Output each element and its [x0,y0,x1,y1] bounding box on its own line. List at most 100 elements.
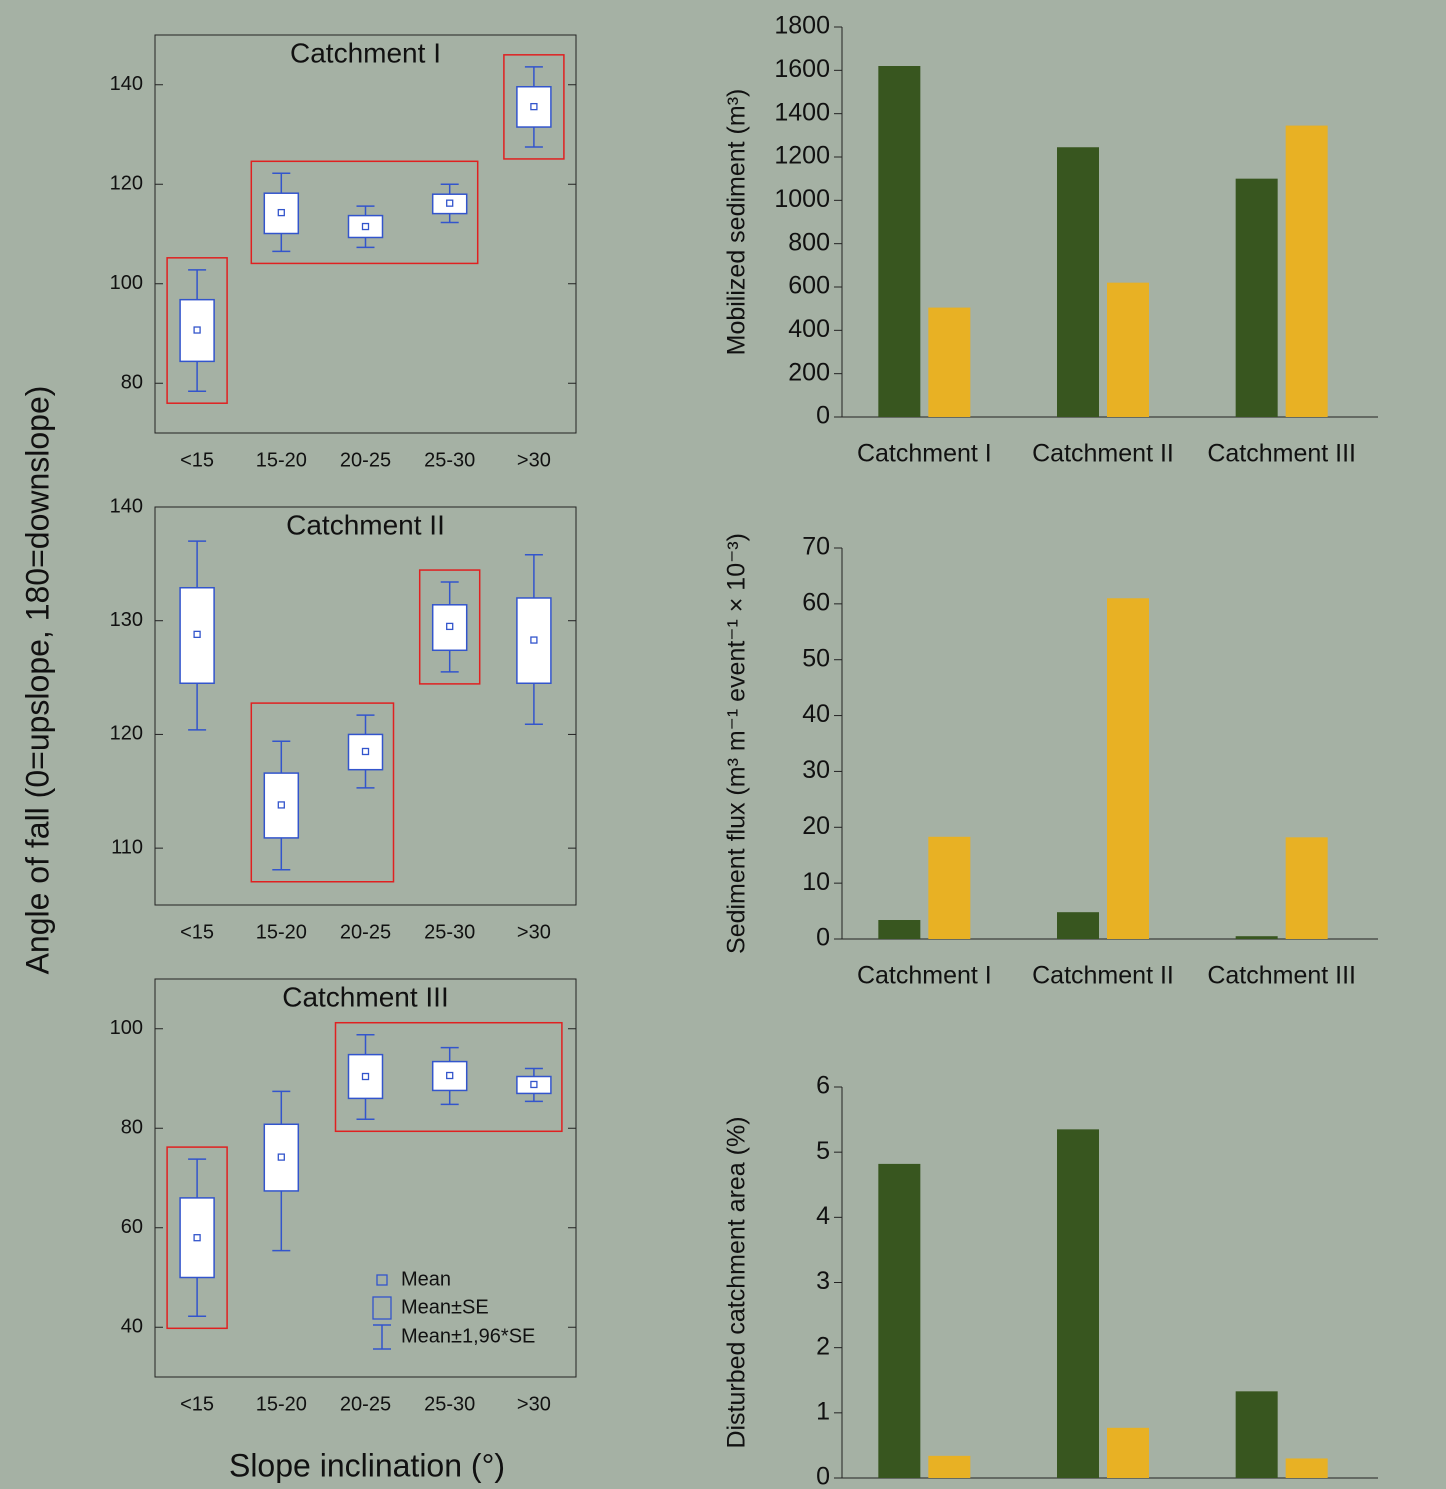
mean-marker [530,102,538,111]
group-highlight [166,257,228,404]
y-tick-label: 100 [110,272,143,294]
y-tick-label: 200 [788,358,830,386]
x-tick-label: 25-30 [424,1393,475,1415]
bar [878,1163,921,1478]
y-axis-label: Mobilized sediment (m³) [723,89,751,356]
y-tick-label: 1000 [774,185,830,213]
bar [1057,147,1099,417]
x-tick-label: >30 [517,1393,551,1415]
y-tick-label: 120 [110,723,143,745]
y-tick-label: 0 [816,402,830,430]
y-tick-label: 1200 [774,142,830,170]
y-tick-label: 800 [788,228,830,256]
bar [1057,912,1099,939]
box [347,1053,384,1100]
y-tick-label: 1400 [774,98,830,126]
y-tick-label: 50 [802,644,830,672]
mean-marker [193,326,201,334]
x-tick-label: Catchment I [857,440,992,468]
legend-se-symbol [372,1296,392,1320]
x-tick-label: 15-20 [256,449,307,471]
y-tick-label: 600 [788,272,830,300]
box [516,597,552,685]
x-tick-label: Catchment I [857,962,992,990]
y-tick-label: 0 [816,924,830,952]
x-tick-label: Catchment III [1207,440,1356,468]
mean-marker [530,636,538,644]
x-tick-label: 25-30 [424,449,475,471]
bar [928,1455,971,1478]
mean-marker [530,1080,538,1089]
chart-title: Catchment II [286,509,445,540]
bar [1285,837,1328,939]
legend-label: Mean [401,1268,451,1290]
y-tick-label: 400 [788,315,830,343]
x-tick-label: 20-25 [340,449,391,471]
bar [1107,1427,1149,1478]
y-tick-label: 1 [816,1397,830,1425]
bar [1235,936,1278,939]
x-tick-label: Catchment II [1032,440,1174,468]
plot-frame [154,978,577,1378]
y-tick-label: 140 [110,495,143,517]
group-highlight [334,1021,563,1133]
x-tick-label: <15 [180,921,214,943]
x-tick-label: Catchment III [1207,962,1356,990]
y-tick-label: 40 [802,700,830,728]
mean-marker [361,747,370,756]
y-tick-label: 4 [816,1202,830,1230]
y-tick-label: 5 [816,1137,830,1165]
y-tick-label: 80 [121,1117,143,1139]
bar [1057,1129,1099,1478]
y-tick-label: 60 [802,588,830,616]
x-tick-label: 15-20 [256,921,307,943]
bar [1285,125,1328,417]
y-tick-label: 2 [816,1332,830,1360]
bar [1107,598,1149,939]
legend-label: Mean±1,96*SE [401,1325,535,1347]
bar [928,836,971,939]
y-axis-label: Disturbed catchment area (%) [723,1116,751,1448]
bar [1107,282,1149,417]
mean-marker [361,222,370,231]
y-tick-label: 70 [802,533,830,561]
y-tick-label: 60 [121,1216,143,1238]
x-tick-label: 20-25 [340,921,391,943]
y-axis-label: Sediment flux (m³ m⁻¹ event⁻¹ × 10⁻³) [723,533,751,954]
x-tick-label: 20-25 [340,1393,391,1415]
bar [1235,1391,1278,1478]
x-tick-label: >30 [517,449,551,471]
mean-marker [361,1072,370,1081]
x-tick-label: >30 [517,921,551,943]
mean-marker [193,630,201,639]
mean-marker [277,1153,285,1161]
y-tick-label: 130 [110,609,143,631]
bar [878,66,921,417]
y-tick-label: 30 [802,756,830,784]
chart-title: Catchment I [290,37,441,68]
mean-marker [193,1234,201,1242]
plot-frame [154,34,577,434]
y-tick-label: 1600 [774,55,830,83]
group-highlight [503,54,565,160]
x-tick-label: 25-30 [424,921,475,943]
mean-marker [277,801,285,809]
chart-title: Catchment III [282,981,449,1012]
group-highlight [250,160,479,265]
bar [878,920,921,939]
mean-marker [446,199,454,207]
y-tick-label: 40 [121,1316,143,1338]
y-tick-label: 100 [110,1017,143,1039]
y-tick-label: 120 [110,173,143,195]
y-tick-label: 110 [111,836,143,858]
y-tick-label: 140 [110,73,143,95]
legend-label: Mean±SE [401,1296,489,1318]
bar [1285,1458,1328,1478]
legend-mean-symbol [376,1274,388,1286]
y-tick-label: 1800 [774,12,830,40]
x-tick-label: Catchment II [1032,962,1174,990]
plot-frame [154,506,577,906]
x-tick-label: <15 [180,1393,214,1415]
y-tick-label: 3 [816,1267,830,1295]
